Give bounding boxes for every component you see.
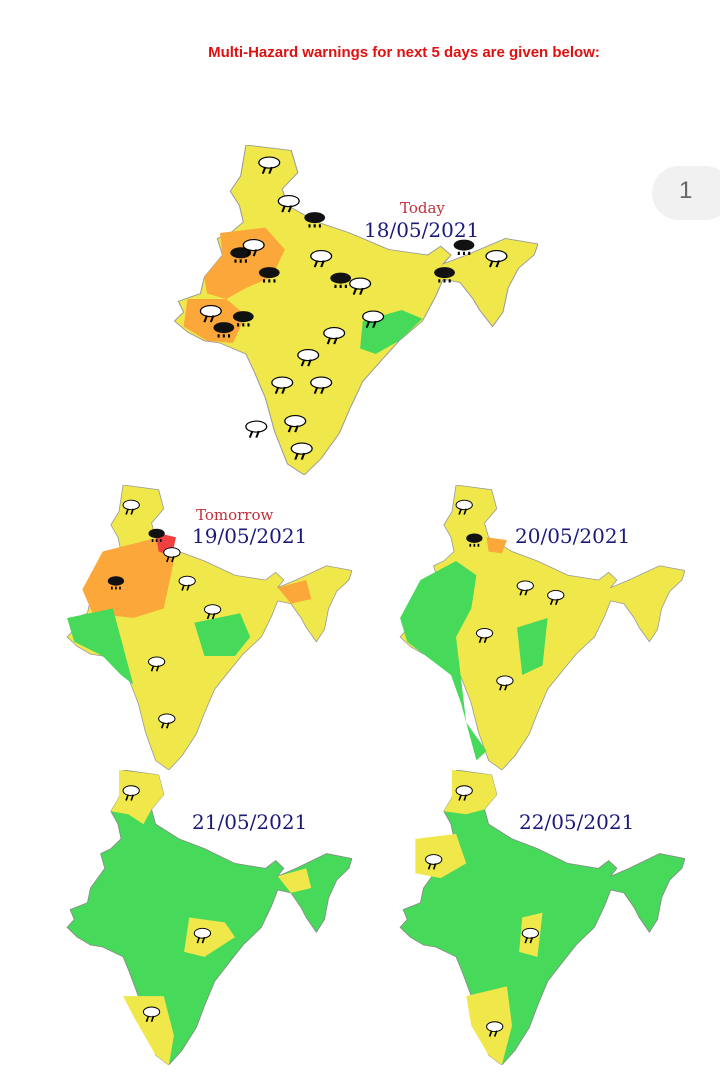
day-label: Today (400, 199, 445, 217)
date-label: 21/05/2021 (192, 810, 308, 834)
page-title-text: Multi-Hazard warnings for next 5 days ar… (208, 44, 600, 61)
date-label: 20/05/2021 (515, 524, 631, 548)
date-label: 22/05/2021 (519, 810, 635, 834)
day-label: Tomorrow (196, 506, 274, 524)
page-title: Multi-Hazard warnings for next 5 days ar… (0, 44, 720, 61)
map-day-4: 21/05/2021 (62, 770, 352, 1065)
map-day-5: 22/05/2021 (395, 770, 685, 1065)
date-label: 19/05/2021 (192, 524, 308, 548)
map-day-1: Today 18/05/2021 (168, 145, 538, 475)
page-indicator[interactable]: 1 (652, 166, 720, 220)
date-label: 18/05/2021 (364, 218, 480, 242)
map-day-3: 20/05/2021 (395, 485, 685, 770)
page-number: 1 (679, 177, 693, 204)
map-day-2: Tomorrow 19/05/2021 (62, 485, 352, 770)
